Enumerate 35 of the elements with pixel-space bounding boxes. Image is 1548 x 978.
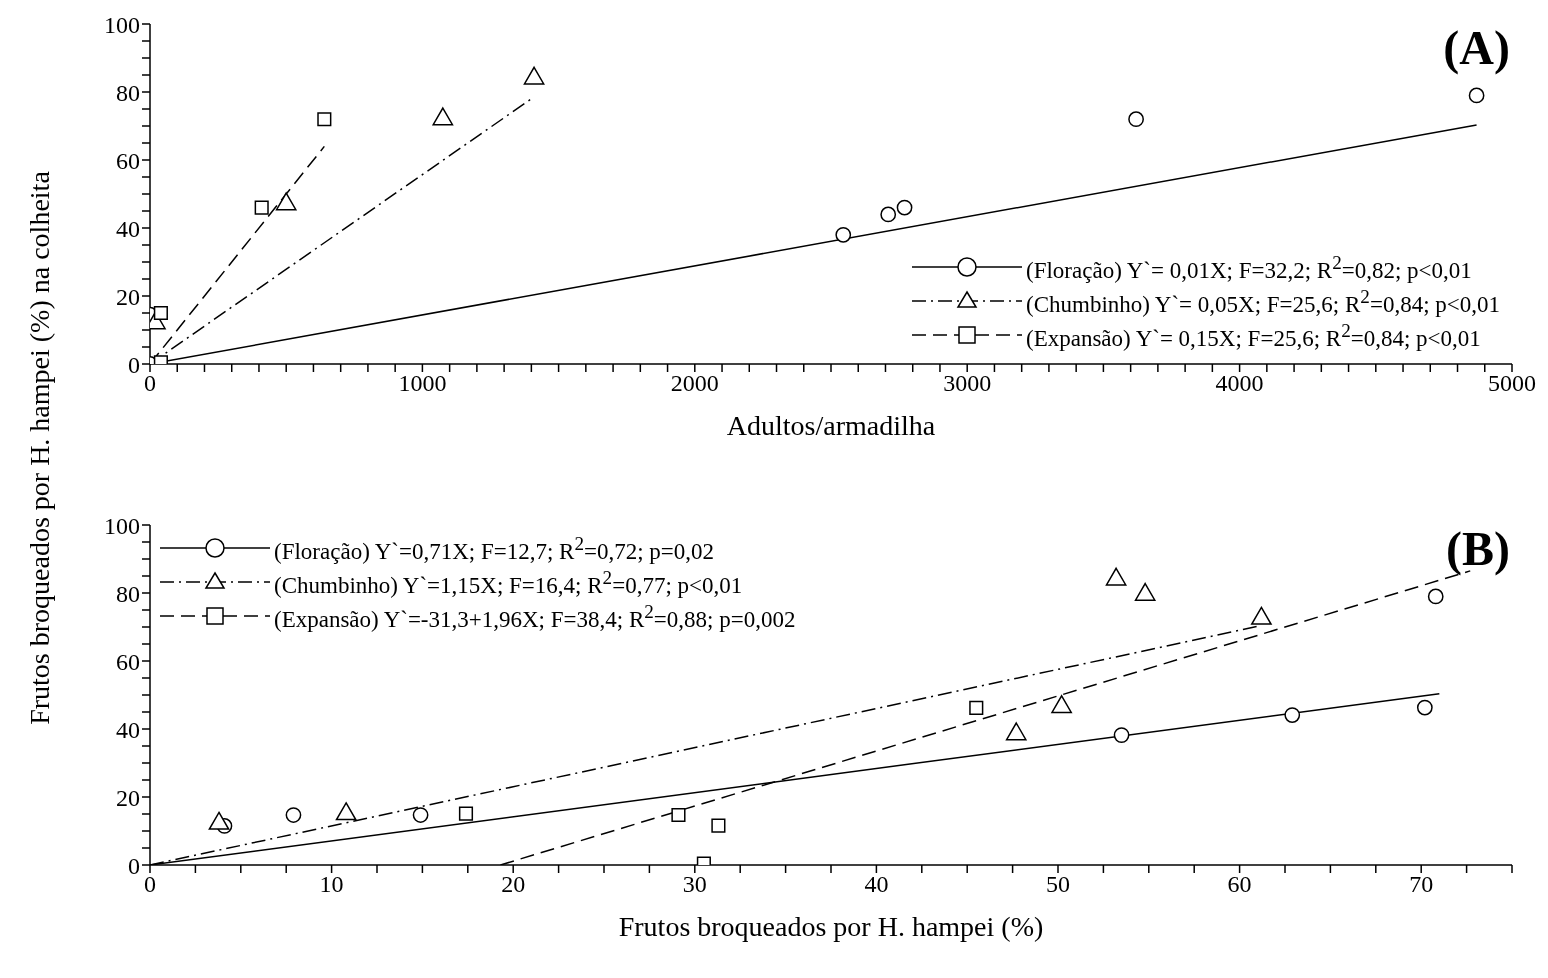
legend-label: (Floração) Y`= 0,01X; F=32,2; R$^{2}$=0,82; p<0,01	[1026, 251, 1472, 285]
y-tick-label: 20	[116, 784, 140, 811]
x-tick-label: 40	[864, 871, 889, 898]
y-tick-label: 100	[104, 512, 140, 539]
y-tick-label: 20	[116, 283, 140, 310]
x-tick-label: 70	[1409, 871, 1434, 898]
annotation: (B)	[1446, 521, 1510, 576]
x-tick-label: 1000	[398, 370, 447, 397]
x-tick-label: 4000	[1215, 370, 1264, 397]
y-tick-label: 0	[128, 852, 140, 879]
legend-label: (Floração) Y`=0,71X; F=12,7; R$^{2}$=0,72; p=0,02	[274, 532, 715, 566]
y-tick-label: 80	[116, 580, 140, 607]
legend-label: (Chumbinho) Y`=1,15X; F=16,4; R$^{2}$=0,77; p<0,01	[274, 567, 743, 598]
y-tick-label: 40	[116, 716, 140, 743]
legend-label: (Chumbinho) Y`= 0,05X; F=25,6; R$^{2}$=0,84; p<0,01	[1026, 286, 1500, 317]
x-tick-label: 3000	[943, 370, 992, 397]
x-tick-label: 5000	[1488, 370, 1536, 397]
x-axis-title: Frutos broqueados por H. hampei (%)	[617, 911, 1045, 943]
y-tick-label: 100	[104, 11, 140, 38]
legend-label: (Expansão) Y`= 0,15X; F=25,6; R$^{2}$=0,84; p<0,01	[1026, 320, 1481, 351]
y-tick-label: 60	[116, 147, 140, 174]
y-tick-label: 60	[116, 648, 140, 675]
x-tick-label: 30	[682, 871, 707, 898]
legend-label: (Expansão) Y`=-31,3+1,96X; F=38,4; R$^{2}$=0,88; p=0,002	[274, 601, 796, 632]
y-tick-label: 40	[116, 215, 140, 242]
x-tick-label: 20	[501, 871, 526, 898]
x-tick-label: 60	[1227, 871, 1252, 898]
y-tick-label: 0	[128, 351, 140, 378]
annotation: (A)	[1443, 20, 1510, 75]
y-axis-title: Frutos broqueados por H. hampei (%) na colheita	[24, 171, 56, 725]
x-tick-label: 10	[319, 871, 344, 898]
y-tick-label: 80	[116, 79, 140, 106]
x-tick-label: 2000	[670, 370, 719, 397]
x-axis-title: Adultos/armadilha	[725, 410, 937, 442]
x-tick-label: 50	[1046, 871, 1070, 898]
